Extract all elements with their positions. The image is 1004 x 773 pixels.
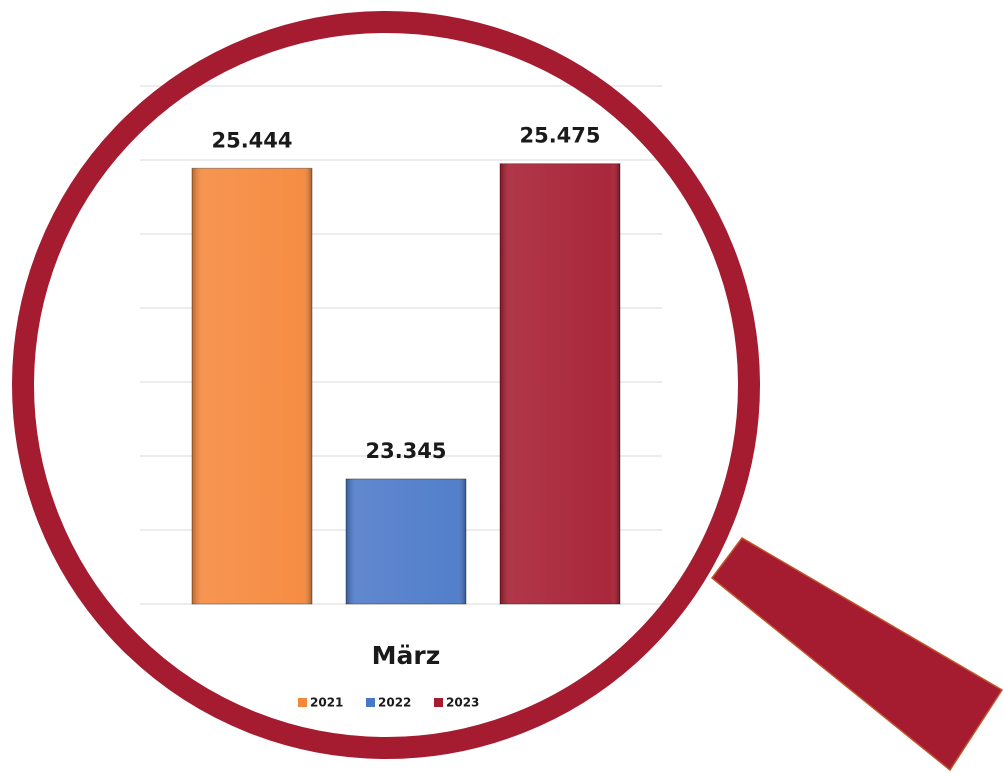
value-label: 25.444 xyxy=(211,128,292,152)
legend-label: 2021 xyxy=(310,696,343,710)
legend-label: 2022 xyxy=(378,696,411,710)
value-label: 23.345 xyxy=(365,439,446,463)
page: {"chart_data": {"type": "bar", "categori… xyxy=(0,0,1004,773)
legend-swatch xyxy=(366,698,375,707)
legend-label: 2023 xyxy=(446,696,479,710)
magnifier-handle xyxy=(712,538,1002,770)
bar xyxy=(346,479,466,604)
magnifier-rim xyxy=(23,22,749,748)
plot-area: 25.444 23.345 25.475 März 2021 2022 2023 xyxy=(140,86,662,710)
chart: 25.444 23.345 25.475 März 2021 2022 2023 xyxy=(0,0,1004,773)
legend-swatch xyxy=(298,698,307,707)
x-tick-label: März xyxy=(372,641,441,670)
bar xyxy=(500,164,620,604)
bar xyxy=(192,168,312,604)
legend-swatch xyxy=(434,698,443,707)
value-label: 25.475 xyxy=(519,124,600,148)
